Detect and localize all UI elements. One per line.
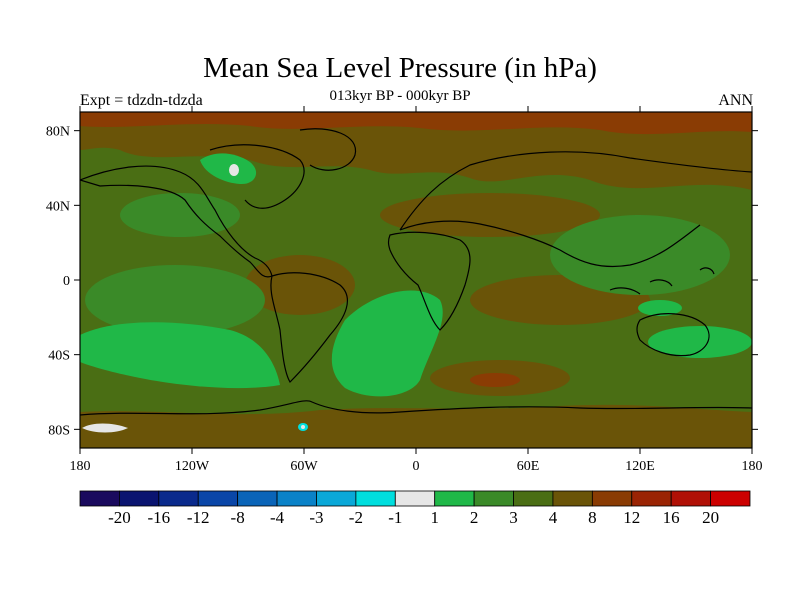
coast-canada [209,144,305,209]
field-indo-low [638,300,682,316]
coast-australia [636,313,710,357]
field-npac-mid [120,193,240,237]
colorbar-label: 3 [509,508,518,527]
coast-south-america [270,272,349,383]
colorbar-swatch [591,490,633,507]
plot-subtitle: 013kyr BP - 000kyr BP [329,88,471,104]
lat-tick-label: 80S [48,423,70,438]
lat-tick-label: 0 [63,274,70,289]
field-satl-low [331,290,443,397]
colorbar-label: -1 [388,508,402,527]
colorbar-swatch [552,490,593,507]
longitude-ticks: 180 120W 60W 0 60E 120E 180 [70,106,763,474]
colorbar-label: -2 [349,508,363,527]
colorbar-swatch [119,490,160,507]
field-canada-white [229,164,239,176]
lat-tick-label: 40S [48,349,70,364]
field-canada-low [200,153,257,185]
colorbar-label: 8 [588,508,597,527]
colorbar-label: 1 [430,508,439,527]
colorbar-swatch [473,490,514,507]
colorbar-label: 16 [663,508,680,527]
colorbar-label: -16 [147,508,170,527]
coastlines [80,128,752,416]
lon-tick-label: 120E [625,459,655,474]
colorbar-swatch [394,490,436,507]
colorbar-label: 2 [470,508,479,527]
field-epac-mid [85,265,265,335]
coast-islands [609,267,715,295]
field-ross-white [82,423,128,433]
colorbar-label: 12 [623,508,640,527]
colorbar-swatch [670,490,711,507]
experiment-label: Expt = tdzdn-tdzda [80,92,203,109]
coast-greenland [299,128,357,171]
field-tasman-low [648,326,752,358]
colorbar-swatch [513,490,554,507]
lat-tick-label: 80N [46,125,70,140]
colorbar-swatch [276,490,317,507]
colorbar-swatch [79,490,120,507]
colorbar-label: -4 [270,508,285,527]
lon-tick-label: 180 [742,459,763,474]
lon-tick-label: 0 [413,459,420,474]
field-antarctic-high [80,404,752,448]
colorbar-swatch [631,490,672,507]
coast-africa [387,231,471,331]
colorbar-swatch [197,490,239,507]
colorbar-label: -8 [231,508,245,527]
lat-tick-label: 40N [46,199,70,214]
colorbar-label: -20 [108,508,131,527]
latitude-ticks: 80N 40N 0 40S 80S [46,125,758,438]
field-eurasia-high [380,193,600,237]
coast-eurasia [399,151,752,268]
colorbar-swatch [158,490,199,507]
colorbar-swatch [434,490,475,507]
colorbar-swatch [710,490,751,507]
colorbar-label: -12 [187,508,210,527]
lon-tick-label: 180 [70,459,91,474]
colorbar-label: 20 [702,508,719,527]
field-so-very-high [470,373,520,387]
coast-antarctica [80,400,752,416]
map-field [80,112,752,448]
field-arctic-very-high [80,112,752,135]
field-spac-low [80,322,280,389]
colorbar-label: 4 [549,508,558,527]
lon-tick-label: 120W [175,459,210,474]
lon-tick-label: 60E [517,459,540,474]
lon-tick-label: 60W [290,459,318,474]
colorbar-label: -3 [309,508,323,527]
colorbar-swatch [237,490,278,507]
field-weddell-white [301,425,305,429]
colorbar-swatch [355,490,396,507]
season-label: ANN [718,92,753,109]
field-north-high [80,112,752,190]
plot-title: Mean Sea Level Pressure (in hPa) [203,52,597,84]
colorbar-swatch [316,490,357,507]
colorbar: -20 -16 -12 -8 -4 -3 -2 -1 1 2 3 4 8 12 16 20 [79,490,751,527]
field-wpac-mid [550,215,730,295]
